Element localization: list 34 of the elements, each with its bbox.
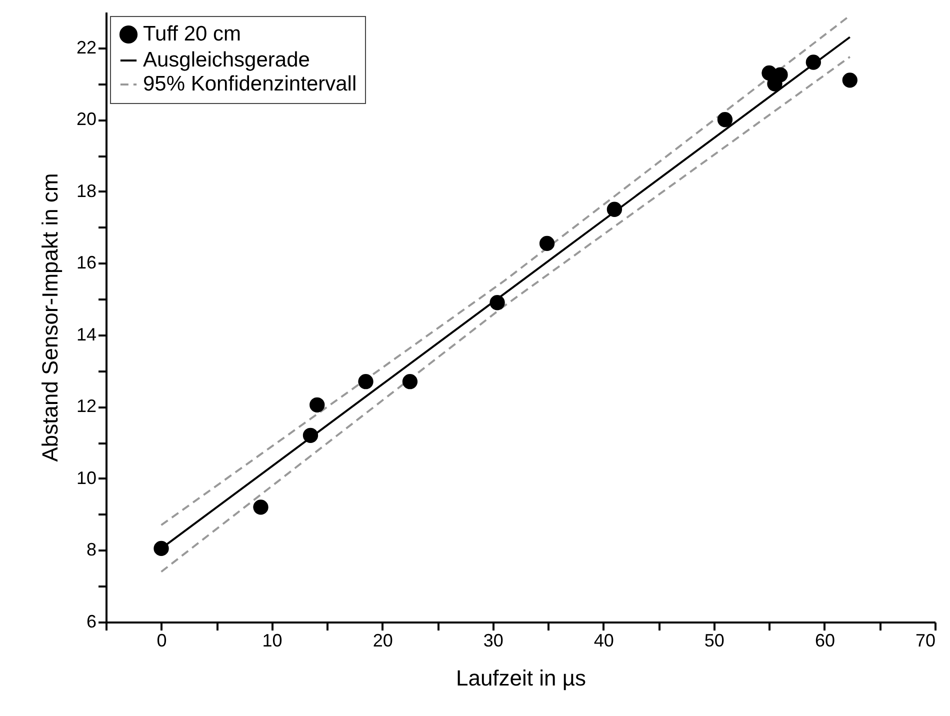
- y-tick-label: 22: [76, 37, 96, 58]
- legend-label: Tuff 20 cm: [143, 22, 242, 46]
- point: [490, 295, 505, 310]
- x-tick-label: 40: [594, 630, 614, 650]
- x-tick-label: 70: [915, 630, 936, 650]
- point: [717, 112, 733, 128]
- point: [154, 540, 169, 556]
- point: [358, 374, 374, 390]
- y-tick-label: 14: [76, 324, 96, 344]
- y-tick-label: 6: [86, 612, 96, 632]
- x-tick-label: 10: [262, 630, 282, 650]
- x-axis-title: Laufzeit in µs: [456, 666, 586, 690]
- y-tick-label: 10: [76, 468, 96, 488]
- point: [402, 374, 418, 390]
- legend-label: 95% Konfidenzintervall: [143, 72, 357, 96]
- x-tick-label: 50: [704, 630, 724, 650]
- x-tick-label: 60: [814, 630, 835, 650]
- point: [310, 397, 325, 412]
- y-tick-label: 18: [76, 180, 96, 201]
- y-tick-label: 16: [76, 252, 96, 273]
- y-tick-label: 8: [86, 540, 96, 560]
- point: [302, 428, 318, 443]
- x-tick-label: 0: [156, 630, 167, 650]
- x-tick-label: 20: [372, 630, 393, 650]
- y-tick-label: 12: [76, 396, 96, 416]
- legend-label: Ausgleichsgerade: [143, 48, 310, 72]
- point: [539, 236, 555, 252]
- y-tick-label: 20: [76, 109, 96, 130]
- x-tick-label: 30: [483, 630, 504, 650]
- point: [842, 72, 858, 88]
- y-axis-title: Abstand Sensor-Impakt in cm: [37, 173, 62, 462]
- point: [806, 54, 821, 70]
- point: [253, 500, 268, 515]
- point: [606, 202, 622, 217]
